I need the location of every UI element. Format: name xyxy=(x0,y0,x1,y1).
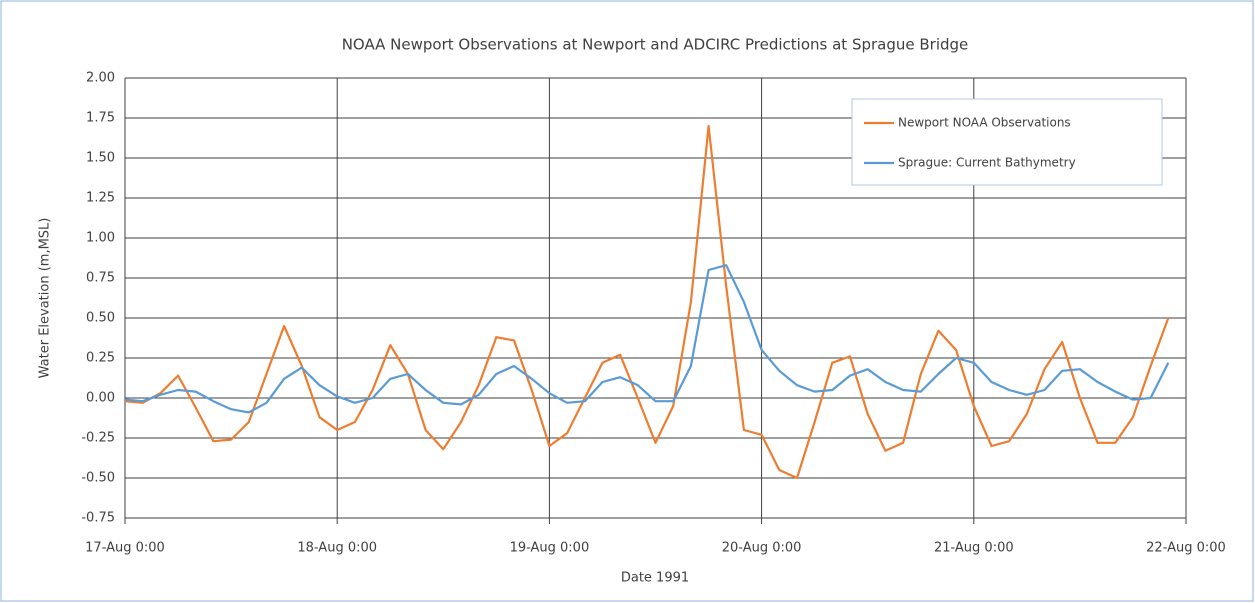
y-tick-label: 2.00 xyxy=(86,71,115,86)
y-tick-label: -0.50 xyxy=(81,471,115,486)
y-axis-title: Water Elevation (m,MSL) xyxy=(38,218,53,379)
series-line xyxy=(124,264,1170,414)
y-tick-label: 1.50 xyxy=(86,151,115,166)
y-tick-label: 0.25 xyxy=(86,351,115,366)
y-tick-label: 0.50 xyxy=(86,311,115,326)
y-tick-label: 1.75 xyxy=(86,111,115,126)
x-tick-label: 22-Aug 0:00 xyxy=(1146,541,1226,556)
x-tick-label: 21-Aug 0:00 xyxy=(934,541,1014,556)
legend-label: Sprague: Current Bathymetry xyxy=(898,156,1076,170)
x-tick-label: 17-Aug 0:00 xyxy=(85,541,165,556)
y-tick-label: 1.00 xyxy=(86,231,115,246)
y-tick-label: 1.25 xyxy=(86,191,115,206)
y-tick-label: 0.00 xyxy=(86,391,115,406)
y-tick-label: -0.25 xyxy=(81,431,115,446)
x-tick-label: 19-Aug 0:00 xyxy=(510,541,590,556)
legend-label: Newport NOAA Observations xyxy=(898,116,1071,130)
x-tick-label: 18-Aug 0:00 xyxy=(297,541,377,556)
series-line xyxy=(124,124,1170,480)
x-axis-title: Date 1991 xyxy=(621,571,689,586)
chart-title: NOAA Newport Observations at Newport and… xyxy=(342,36,969,54)
x-tick-label: 20-Aug 0:00 xyxy=(722,541,802,556)
legend-box xyxy=(851,98,1163,186)
y-tick-label: 0.75 xyxy=(86,271,115,286)
y-tick-label: -0.75 xyxy=(81,511,115,526)
